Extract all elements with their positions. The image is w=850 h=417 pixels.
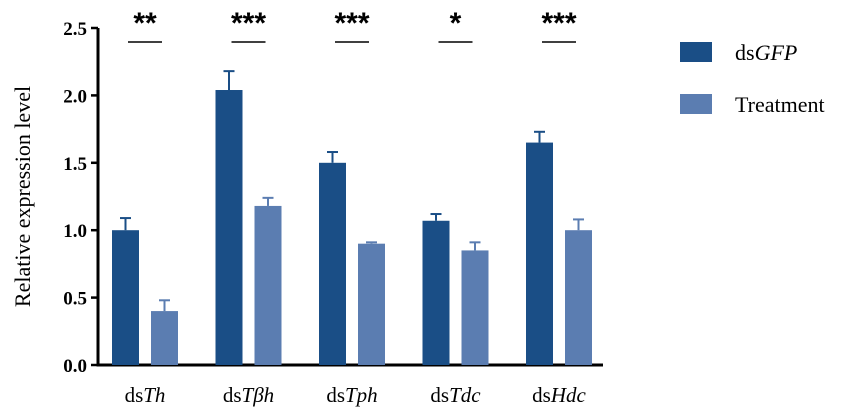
bars bbox=[112, 70, 592, 366]
bar bbox=[215, 90, 243, 366]
x-tick-gene: Tdc bbox=[449, 383, 481, 407]
bar bbox=[526, 142, 553, 365]
x-tick-label: dsTh bbox=[125, 383, 166, 407]
x-tick-labels: dsTh dsTβh dsTph dsTdc dsHdc bbox=[125, 383, 587, 407]
bar bbox=[565, 230, 592, 365]
significance-label: *** bbox=[231, 7, 266, 40]
x-tick-prefix: ds bbox=[326, 383, 345, 407]
bar bbox=[422, 220, 450, 365]
legend-label: dsGFP bbox=[735, 40, 797, 65]
axes: 0.0 0.5 1.0 1.5 2.0 2.5 bbox=[63, 19, 603, 377]
legend: dsGFP Treatment bbox=[680, 40, 825, 117]
bar bbox=[461, 250, 489, 365]
significance-label: *** bbox=[541, 7, 576, 40]
x-tick-prefix: ds bbox=[430, 383, 449, 407]
legend-label-italic: GFP bbox=[755, 40, 798, 65]
legend-swatch bbox=[680, 42, 712, 62]
x-tick-gene: Th bbox=[143, 383, 165, 407]
significance-markers: ** *** *** * *** bbox=[128, 7, 577, 43]
y-tick-label: 0.0 bbox=[63, 356, 87, 377]
x-tick-prefix: ds bbox=[532, 383, 551, 407]
x-tick-label: dsTdc bbox=[430, 383, 481, 407]
bar bbox=[254, 205, 282, 365]
x-tick-prefix: ds bbox=[223, 383, 242, 407]
bar bbox=[319, 162, 346, 365]
bar bbox=[358, 243, 385, 365]
x-tick-gene: Tβh bbox=[242, 383, 275, 407]
x-tick-label: dsHdc bbox=[532, 383, 586, 407]
y-tick-label: 1.0 bbox=[63, 221, 87, 242]
y-tick-label: 0.5 bbox=[63, 289, 87, 310]
significance-label: * bbox=[450, 7, 462, 40]
y-tick-label: 2.0 bbox=[63, 86, 87, 107]
x-tick-label: dsTph bbox=[326, 383, 377, 407]
significance-label: *** bbox=[334, 7, 369, 40]
significance-label: ** bbox=[133, 7, 157, 40]
x-tick-label: dsTβh bbox=[223, 383, 274, 407]
y-tick-label: 2.5 bbox=[63, 19, 87, 40]
legend-swatch bbox=[680, 94, 712, 114]
y-tick-label: 1.5 bbox=[63, 154, 87, 175]
x-tick-gene: Hdc bbox=[550, 383, 587, 407]
legend-label-prefix: ds bbox=[735, 40, 755, 65]
x-tick-gene: Tph bbox=[345, 383, 378, 407]
x-tick-prefix: ds bbox=[125, 383, 144, 407]
bar bbox=[151, 311, 178, 365]
y-axis-title: Relative expression level bbox=[10, 86, 35, 307]
legend-label: Treatment bbox=[735, 92, 825, 117]
bar bbox=[112, 230, 139, 365]
